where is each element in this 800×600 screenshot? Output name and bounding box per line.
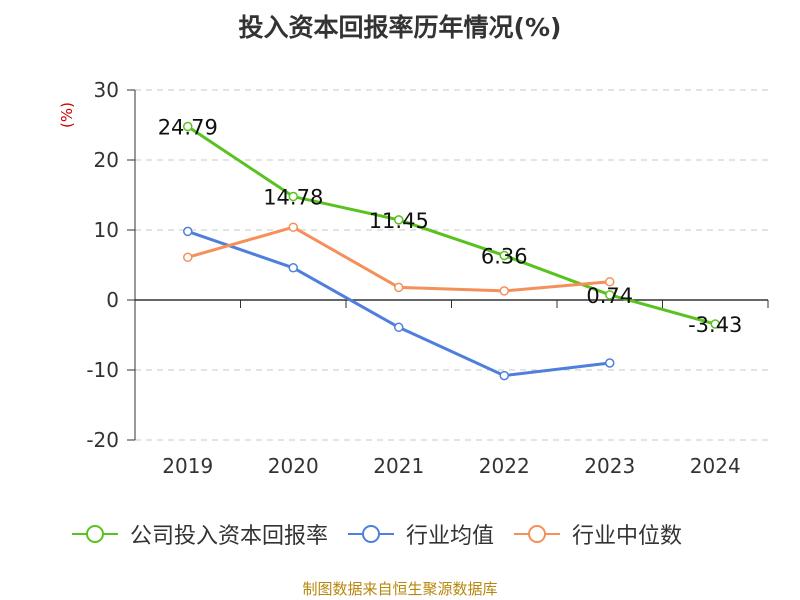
x-tick-label: 2020 — [268, 454, 319, 478]
data-point-0 — [183, 121, 193, 132]
legend-marker-industry-mean — [348, 525, 395, 543]
data-point-1 — [499, 370, 509, 381]
x-tick-label: 2021 — [373, 454, 424, 478]
data-point-2 — [183, 252, 193, 263]
data-point-0 — [288, 191, 298, 202]
legend-marker-company — [72, 525, 118, 543]
legend-label-industry-median: 行业中位数 — [572, 524, 683, 549]
data-point-0 — [605, 290, 615, 300]
data-point-0 — [499, 250, 509, 261]
data-label: 14.78 — [263, 186, 323, 210]
series-line-2 — [187, 225, 610, 293]
data-source-note: 制图数据来自恒生聚源数据库 — [302, 580, 498, 598]
y-tick-label: 10 — [94, 218, 119, 242]
data-label: 6.36 — [481, 244, 528, 268]
legend-item-industry-mean[interactable]: 行业均值 — [346, 518, 494, 550]
data-point-0 — [710, 319, 720, 329]
data-point-2 — [499, 286, 509, 296]
y-tick-label: 30 — [94, 78, 119, 102]
data-label: 24.79 — [158, 115, 218, 139]
y-tick-label: 0 — [106, 288, 119, 312]
legend-item-company[interactable]: 公司投入资本回报率 — [70, 518, 328, 550]
x-tick-label: 2024 — [690, 454, 741, 478]
legend-item-industry-median[interactable]: 行业中位数 — [512, 518, 682, 550]
series-line-1 — [187, 229, 610, 378]
data-label: 11.45 — [369, 209, 429, 233]
chart-title: 投入资本回报率历年情况(%) — [238, 13, 562, 42]
y-tick-label: -20 — [86, 428, 119, 452]
x-tick-label: 2023 — [584, 454, 635, 478]
legend-marker-industry-median — [514, 525, 561, 543]
y-tick-label: -10 — [86, 358, 119, 382]
data-point-1 — [605, 358, 615, 368]
data-point-1 — [183, 226, 193, 237]
data-label: 0.74 — [586, 284, 633, 308]
legend-label-company: 公司投入资本回报率 — [130, 524, 329, 549]
legend-label-industry-mean: 行业均值 — [406, 524, 495, 549]
data-point-2 — [394, 282, 404, 293]
data-label: -3.43 — [688, 313, 742, 337]
data-point-2 — [605, 277, 615, 287]
x-tick-label: 2022 — [479, 454, 530, 478]
y-tick-label: 20 — [94, 148, 119, 172]
series-line-0 — [186, 125, 716, 326]
data-point-0 — [394, 215, 404, 225]
data-point-2 — [288, 222, 298, 232]
x-tick-label: 2019 — [162, 454, 213, 478]
legend: 公司投入资本回报率 行业均值 行业中位数 — [70, 518, 700, 550]
data-point-1 — [394, 322, 404, 333]
data-point-1 — [288, 263, 298, 273]
